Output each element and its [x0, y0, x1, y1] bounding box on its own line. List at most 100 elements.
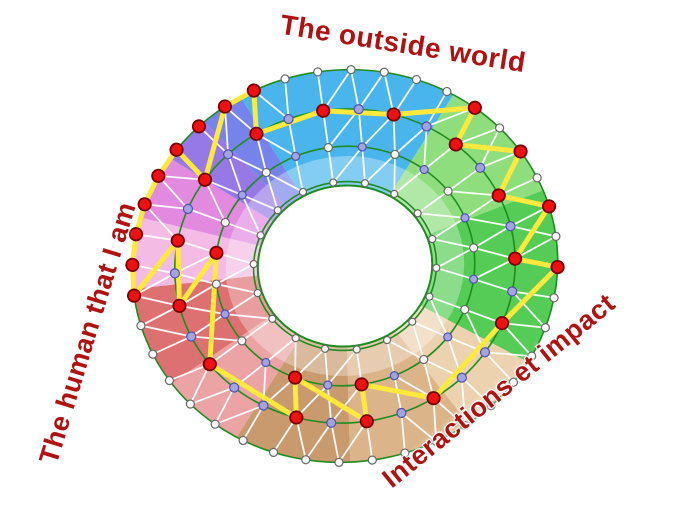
node [237, 336, 247, 346]
node [469, 243, 479, 253]
highlighted-node [491, 188, 506, 203]
highlighted-node [170, 233, 185, 248]
sector-sky-blue [240, 69, 454, 197]
node [357, 142, 367, 152]
node [291, 334, 300, 343]
highlighted-node [354, 377, 369, 392]
node [456, 372, 467, 383]
node [408, 317, 417, 326]
node [313, 67, 323, 77]
node [468, 274, 479, 284]
node [261, 167, 271, 178]
node [229, 382, 240, 393]
node [425, 292, 434, 301]
node [551, 231, 561, 241]
highlighted-node [494, 315, 510, 331]
highlighted-node [448, 137, 463, 152]
node [238, 435, 248, 446]
highlighted-node [246, 83, 261, 98]
node [390, 149, 400, 160]
node [320, 344, 330, 353]
highlighted-node [249, 126, 264, 141]
sector-green [420, 190, 558, 363]
node [540, 323, 550, 333]
node [268, 447, 279, 457]
node [479, 347, 491, 358]
node [527, 351, 537, 361]
node [185, 399, 195, 409]
node [298, 187, 308, 197]
node [507, 286, 518, 297]
node [186, 331, 197, 342]
highlighted-node [467, 100, 482, 115]
node [389, 371, 399, 381]
highlighted-node [550, 259, 565, 275]
sector-light-green [389, 94, 544, 235]
highlighted-node [197, 172, 213, 187]
node [443, 186, 453, 196]
node [182, 203, 194, 215]
node [256, 231, 265, 240]
sector-orchid [140, 158, 274, 247]
highlighted-node [137, 197, 152, 212]
node [400, 448, 410, 458]
node [148, 349, 158, 359]
node [460, 420, 470, 431]
highlighted-node [289, 410, 304, 425]
node [280, 74, 290, 84]
node [301, 455, 311, 465]
node [532, 173, 542, 183]
sector-tan [347, 330, 469, 463]
node [237, 190, 247, 200]
node [223, 149, 234, 160]
node [334, 457, 344, 467]
node [379, 67, 389, 77]
node [220, 217, 230, 228]
node [411, 75, 422, 85]
node [261, 357, 271, 368]
node [273, 206, 282, 215]
node [508, 377, 519, 387]
highlighted-node [209, 245, 224, 260]
red-nodes [125, 83, 565, 429]
node [211, 279, 221, 289]
highlighted-node [426, 391, 441, 406]
node [360, 179, 370, 188]
node [268, 314, 277, 323]
highlighted-node [128, 227, 144, 242]
node [460, 213, 470, 223]
node [323, 143, 333, 153]
highlighted-node [541, 199, 557, 214]
highlighted-node [125, 257, 140, 273]
node [352, 345, 361, 354]
node [210, 419, 220, 429]
node [495, 123, 505, 133]
node [505, 221, 516, 232]
node [169, 268, 181, 279]
highlighted-node [172, 298, 187, 313]
node [329, 178, 338, 187]
node [249, 259, 258, 269]
highlighted-node [359, 414, 374, 429]
node [382, 335, 392, 345]
node [367, 455, 377, 465]
node [419, 354, 429, 365]
node [443, 332, 453, 342]
highlighted-node [217, 99, 233, 114]
node [390, 189, 399, 198]
sector-purple [169, 121, 288, 222]
torus-group [125, 65, 565, 467]
node [460, 304, 470, 315]
node [164, 375, 175, 386]
highlighted-node [287, 370, 303, 385]
highlighted-node [507, 251, 523, 266]
node [421, 121, 432, 132]
node [413, 209, 422, 218]
node [475, 162, 486, 173]
highlighted-node [126, 288, 142, 303]
node [323, 380, 333, 390]
node [396, 407, 407, 419]
node [258, 400, 269, 411]
